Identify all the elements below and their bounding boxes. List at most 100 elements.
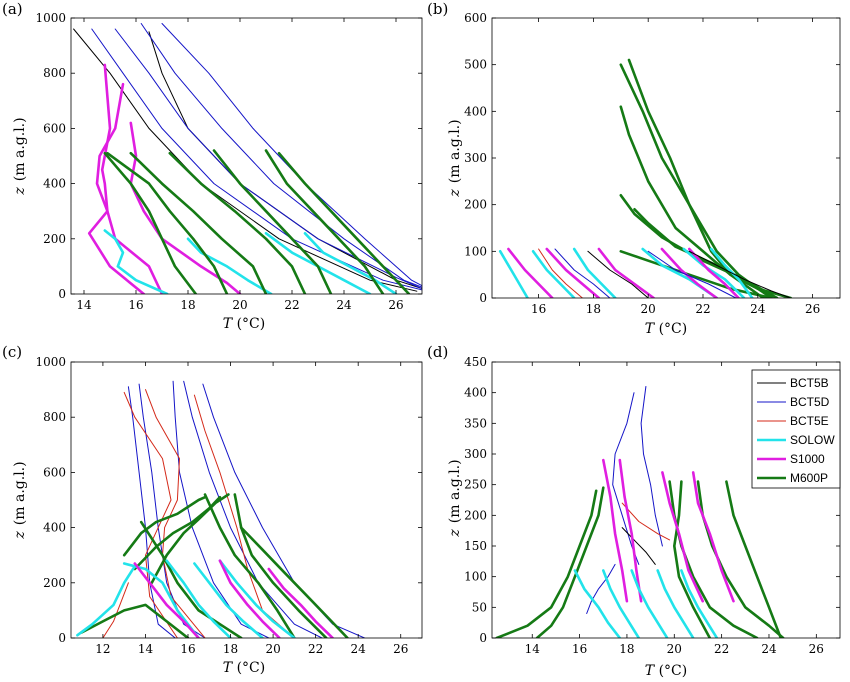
series-line-s1000 — [660, 247, 719, 298]
legend-label-bct5d: BCT5D — [790, 395, 830, 409]
x-tick-label: 20 — [641, 302, 656, 316]
axes-frame-a — [70, 17, 423, 295]
series-line-m600p — [212, 149, 333, 294]
x-tick-label: 16 — [180, 642, 195, 656]
y-tick-label: 100 — [464, 570, 487, 584]
x-tick-label: 24 — [336, 298, 352, 312]
legend: BCT5B BCT5D BCT5E SOLOW S1000 M600P — [751, 369, 841, 489]
y-tick-label: 800 — [43, 66, 66, 80]
x-tick-label: 14 — [138, 642, 154, 656]
series-line-solow — [680, 569, 719, 638]
series-line-bct5b — [621, 527, 656, 565]
panel-a: 14 16 18 20 22 24 26 0 200 400 600 800 1000 — [35, 11, 423, 312]
y-tick-label: 400 — [43, 521, 66, 535]
series-line-s1000 — [597, 247, 656, 298]
x-tick-label: 18 — [223, 642, 238, 656]
x-axis-label-a: T (°C) — [223, 316, 265, 332]
x-tick-label: 22 — [714, 642, 729, 656]
y-tick-label: 200 — [43, 576, 66, 590]
y-axis-label-a: z(m a.g.l.) — [12, 117, 28, 195]
panel-c: 12 14 16 18 20 22 24 26 0 200 400 600 800 1000 — [35, 355, 423, 656]
x-tick-label: 22 — [695, 302, 710, 316]
y-tick-label: 50 — [472, 600, 487, 614]
series-line-s1000 — [133, 562, 200, 638]
y-tick-label: 0 — [479, 631, 487, 645]
y-tick-label: 600 — [464, 11, 487, 25]
series-line-m600p — [233, 493, 328, 638]
series-line-solow — [601, 569, 641, 638]
series-line-m600p — [129, 151, 268, 294]
series-line-bct5d — [202, 383, 366, 638]
y-tick-label: 200 — [464, 198, 487, 212]
series-line-m600p — [106, 151, 229, 294]
series-line-m600p — [122, 495, 207, 557]
series-line-s1000 — [691, 471, 735, 603]
y-tick-label: 0 — [58, 631, 66, 645]
series-line-s1000 — [618, 458, 643, 603]
series-line-m600p — [80, 603, 190, 638]
y-tick-label: 300 — [464, 447, 487, 461]
panel-label-d: (d) — [427, 343, 448, 361]
series-line-solow — [498, 250, 529, 298]
series-line-s1000 — [129, 121, 242, 294]
series-line-solow — [303, 232, 398, 294]
series-line-m600p — [725, 480, 783, 638]
series-line-solow — [630, 569, 669, 638]
series-group-a — [73, 23, 422, 294]
x-tick-label: 24 — [351, 642, 367, 656]
y-tick-label: 300 — [464, 151, 487, 165]
x-tick-label: 14 — [76, 298, 92, 312]
y-axis-label-b: z(m a.g.l.) — [447, 119, 463, 197]
y-tick-label: 250 — [464, 478, 487, 492]
axes-frame-c — [70, 361, 423, 639]
x-tick-label: 16 — [572, 642, 587, 656]
series-line-solow — [656, 569, 695, 638]
series-line-s1000 — [661, 471, 705, 603]
panel-d: 14 16 18 20 22 24 26 0 50 100 150 200 250 300 350 400 45… — [464, 355, 841, 656]
series-line-bct5d — [554, 248, 611, 298]
legend-label-bct5e: BCT5E — [790, 414, 829, 428]
y-tick-label: 450 — [464, 355, 487, 369]
series-line-bct5d — [172, 380, 270, 638]
series-line-s1000 — [87, 63, 146, 294]
series-line-solow — [573, 569, 622, 638]
panel-label-a: (a) — [2, 0, 23, 18]
series-line-solow — [264, 232, 372, 294]
y-tick-label: 100 — [464, 244, 487, 258]
series-group-b — [498, 58, 793, 298]
y-axis-label-c: z(m a.g.l.) — [12, 461, 28, 539]
y-tick-label: 0 — [58, 287, 66, 301]
y-tick-label: 1000 — [35, 11, 66, 25]
y-tick-label: 800 — [43, 410, 66, 424]
panel-label-c: (c) — [2, 343, 22, 361]
y-tick-label: 600 — [43, 121, 66, 135]
series-line-m600p — [277, 151, 411, 294]
series-line-m600p — [672, 480, 712, 638]
series-line-m600p — [668, 480, 759, 638]
y-axis-label-d: z(m a.g.l.) — [447, 459, 463, 537]
x-tick-label: 24 — [750, 302, 766, 316]
y-tick-label: 1000 — [35, 355, 66, 369]
series-line-s1000 — [507, 247, 554, 298]
series-line-bct5d — [114, 28, 422, 289]
series-line-s1000 — [218, 559, 281, 638]
series-line-bct5d — [586, 563, 616, 614]
series-line-solow — [103, 229, 169, 294]
series-line-m600p — [619, 105, 765, 298]
series-group-d — [495, 386, 785, 638]
x-tick-label: 26 — [388, 298, 403, 312]
x-tick-label: 20 — [265, 642, 280, 656]
series-line-m600p — [619, 250, 773, 298]
y-tick-label: 600 — [43, 465, 66, 479]
legend-label-m600p: M600P — [790, 471, 828, 485]
series-line-s1000 — [545, 247, 601, 298]
x-tick-label: 16 — [128, 298, 143, 312]
x-tick-label: 22 — [308, 642, 323, 656]
y-tick-label: 400 — [464, 104, 487, 118]
series-line-bct5d — [161, 23, 422, 287]
axes-frame-b — [491, 17, 841, 299]
series-line-bct5e — [145, 389, 206, 638]
series-line-m600p — [264, 149, 385, 294]
legend-box — [751, 369, 841, 489]
